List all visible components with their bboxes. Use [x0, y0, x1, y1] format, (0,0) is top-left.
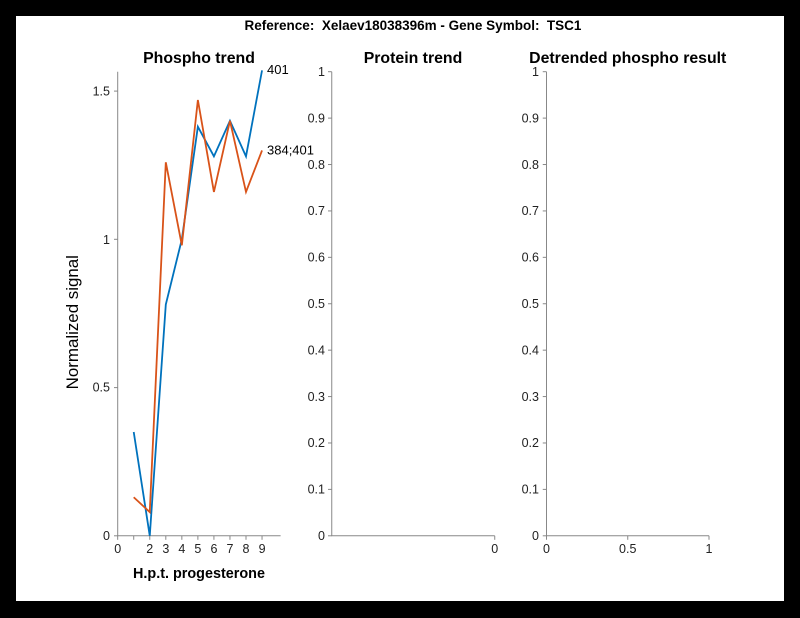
- svg-text:2: 2: [146, 542, 153, 556]
- svg-text:Normalized signal: Normalized signal: [63, 255, 82, 389]
- svg-text:5: 5: [194, 542, 201, 556]
- svg-text:0.4: 0.4: [308, 343, 325, 357]
- svg-text:0.8: 0.8: [308, 158, 325, 172]
- svg-text:384;401: 384;401: [267, 143, 314, 158]
- svg-text:1: 1: [318, 65, 325, 79]
- svg-text:3: 3: [162, 542, 169, 556]
- svg-text:0: 0: [318, 529, 325, 543]
- svg-text:0: 0: [114, 542, 121, 556]
- svg-text:9: 9: [259, 542, 266, 556]
- svg-text:0.6: 0.6: [522, 251, 539, 265]
- svg-text:0.5: 0.5: [522, 297, 539, 311]
- svg-text:Protein trend: Protein trend: [364, 50, 463, 67]
- svg-text:0: 0: [103, 529, 110, 543]
- svg-text:Detrended phospho result: Detrended phospho result: [529, 50, 727, 67]
- svg-text:Reference: Xelaev18038396m -: Reference: Xelaev18038396m - Gene Symbol…: [245, 18, 582, 33]
- svg-text:0.7: 0.7: [522, 204, 539, 218]
- svg-text:0.8: 0.8: [522, 158, 539, 172]
- svg-text:4: 4: [178, 542, 185, 556]
- svg-text:H.p.t. progesterone: H.p.t. progesterone: [133, 566, 265, 582]
- svg-text:0.5: 0.5: [619, 542, 636, 556]
- svg-text:0: 0: [491, 542, 498, 556]
- svg-text:1.5: 1.5: [93, 85, 110, 99]
- svg-text:7: 7: [226, 542, 233, 556]
- svg-text:0.7: 0.7: [308, 204, 325, 218]
- svg-text:0: 0: [543, 542, 550, 556]
- svg-text:0: 0: [532, 529, 539, 543]
- svg-text:0.5: 0.5: [308, 297, 325, 311]
- svg-text:8: 8: [243, 542, 250, 556]
- svg-text:0.1: 0.1: [522, 483, 539, 497]
- svg-text:0.3: 0.3: [308, 390, 325, 404]
- svg-text:1: 1: [532, 65, 539, 79]
- svg-text:0.9: 0.9: [308, 111, 325, 125]
- svg-text:0.4: 0.4: [522, 343, 539, 357]
- svg-text:0.2: 0.2: [308, 436, 325, 450]
- svg-text:401: 401: [267, 62, 289, 77]
- svg-text:0.1: 0.1: [308, 483, 325, 497]
- svg-text:6: 6: [210, 542, 217, 556]
- svg-text:0.3: 0.3: [522, 390, 539, 404]
- svg-text:0.9: 0.9: [522, 111, 539, 125]
- svg-text:0.2: 0.2: [522, 436, 539, 450]
- svg-text:1: 1: [103, 233, 110, 247]
- svg-text:Phospho trend: Phospho trend: [143, 50, 255, 67]
- svg-text:0.6: 0.6: [308, 251, 325, 265]
- svg-text:1: 1: [706, 542, 713, 556]
- svg-text:0.5: 0.5: [93, 381, 110, 395]
